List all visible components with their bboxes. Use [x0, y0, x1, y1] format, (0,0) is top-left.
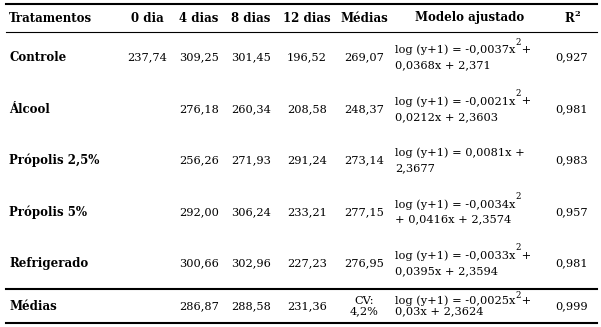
Text: 237,74: 237,74	[127, 53, 167, 63]
Text: 276,18: 276,18	[179, 104, 219, 114]
Text: log (y+1) = -0,0033x: log (y+1) = -0,0033x	[395, 250, 516, 261]
Text: 302,96: 302,96	[231, 258, 271, 268]
Text: Médias: Médias	[9, 300, 56, 313]
Text: 8 dias: 8 dias	[231, 11, 270, 25]
Text: 288,58: 288,58	[231, 301, 271, 311]
Text: 306,24: 306,24	[231, 207, 271, 217]
Text: +: +	[518, 251, 531, 261]
Text: 4 dias: 4 dias	[179, 11, 219, 25]
Text: 277,15: 277,15	[344, 207, 385, 217]
Text: 2,3677: 2,3677	[395, 163, 435, 173]
Text: 0,981: 0,981	[556, 104, 588, 114]
Text: 0,03x + 2,3624: 0,03x + 2,3624	[395, 306, 483, 316]
Text: 248,37: 248,37	[344, 104, 385, 114]
Text: 0,0368x + 2,371: 0,0368x + 2,371	[395, 60, 491, 70]
Text: 0,999: 0,999	[556, 301, 588, 311]
Text: 301,45: 301,45	[231, 53, 271, 63]
Text: 0 dia: 0 dia	[130, 11, 163, 25]
Text: 2: 2	[516, 291, 521, 301]
Text: CV:: CV:	[355, 296, 374, 306]
Text: 0,981: 0,981	[556, 258, 588, 268]
Text: log (y+1) = -0,0025x: log (y+1) = -0,0025x	[395, 296, 516, 306]
Text: 233,21: 233,21	[287, 207, 327, 217]
Text: +: +	[518, 45, 531, 55]
Text: Própolis 2,5%: Própolis 2,5%	[9, 154, 99, 167]
Text: 273,14: 273,14	[344, 156, 385, 165]
Text: +: +	[518, 96, 531, 107]
Text: 256,26: 256,26	[179, 156, 219, 165]
Text: 227,23: 227,23	[287, 258, 327, 268]
Text: Modelo ajustado: Modelo ajustado	[415, 11, 524, 25]
Text: 2: 2	[516, 38, 521, 47]
Text: 309,25: 309,25	[179, 53, 219, 63]
Text: 0,957: 0,957	[556, 207, 588, 217]
Text: 208,58: 208,58	[287, 104, 327, 114]
Text: 260,34: 260,34	[231, 104, 271, 114]
Text: Médias: Médias	[341, 11, 388, 25]
Text: Própolis 5%: Própolis 5%	[9, 205, 87, 219]
Text: 231,36: 231,36	[287, 301, 327, 311]
Text: 286,87: 286,87	[179, 301, 219, 311]
Text: 0,0395x + 2,3594: 0,0395x + 2,3594	[395, 266, 498, 276]
Text: 276,95: 276,95	[344, 258, 385, 268]
Text: 4,2%: 4,2%	[350, 306, 379, 316]
Text: 2: 2	[516, 192, 521, 201]
Text: 292,00: 292,00	[179, 207, 219, 217]
Text: + 0,0416x + 2,3574: + 0,0416x + 2,3574	[395, 215, 511, 225]
Text: 291,24: 291,24	[287, 156, 327, 165]
Text: 2: 2	[575, 10, 580, 18]
Text: log (y+1) = -0,0037x: log (y+1) = -0,0037x	[395, 45, 516, 55]
Text: R: R	[564, 11, 574, 25]
Text: 0,983: 0,983	[556, 156, 588, 165]
Text: 300,66: 300,66	[179, 258, 219, 268]
Text: log (y+1) = 0,0081x +: log (y+1) = 0,0081x +	[395, 147, 525, 158]
Text: Controle: Controle	[9, 51, 66, 64]
Text: 271,93: 271,93	[231, 156, 271, 165]
Text: +: +	[518, 296, 531, 306]
Text: Álcool: Álcool	[9, 103, 50, 116]
Text: 0,0212x + 2,3603: 0,0212x + 2,3603	[395, 112, 498, 122]
Text: 269,07: 269,07	[344, 53, 385, 63]
Text: 2: 2	[516, 89, 521, 98]
Text: log (y+1) = -0,0034x: log (y+1) = -0,0034x	[395, 199, 516, 210]
Text: Tratamentos: Tratamentos	[9, 11, 92, 25]
Text: 0,927: 0,927	[556, 53, 588, 63]
Text: Refrigerado: Refrigerado	[9, 257, 88, 270]
Text: 12 dias: 12 dias	[283, 11, 331, 25]
Text: log (y+1) = -0,0021x: log (y+1) = -0,0021x	[395, 96, 516, 107]
Text: 2: 2	[516, 244, 521, 252]
Text: 196,52: 196,52	[287, 53, 327, 63]
